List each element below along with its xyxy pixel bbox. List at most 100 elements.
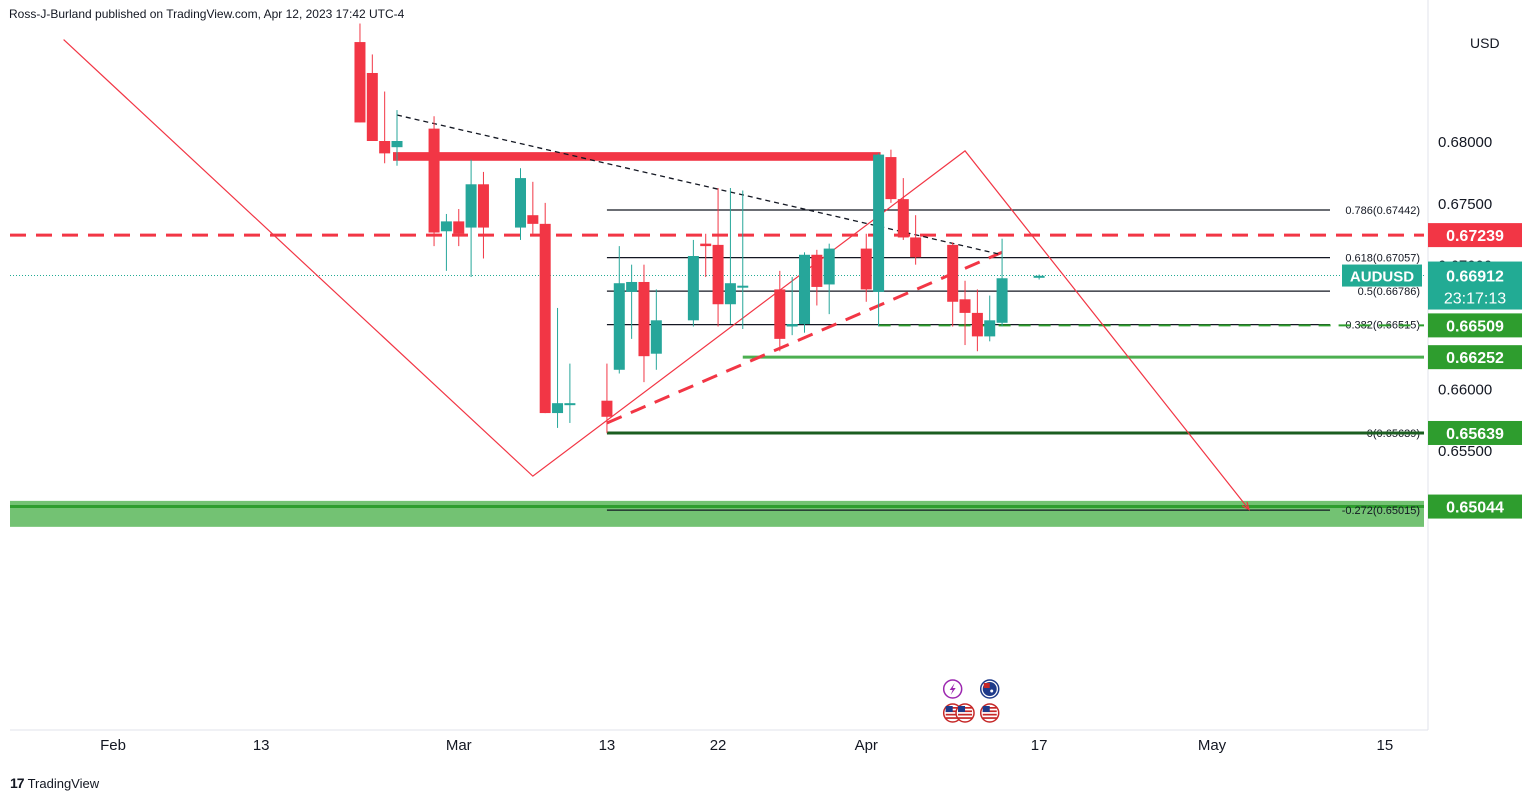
- candle-down[interactable]: [601, 363, 613, 433]
- candle-body: [613, 283, 625, 370]
- current-price-badge[interactable]: AUDUSD 0.66912 23:17:13: [1342, 261, 1522, 310]
- candle-down[interactable]: [910, 215, 922, 265]
- x-tick-label: Mar: [446, 737, 472, 754]
- drawings-layer: 0.786(0.67442) 0.618(0.67057) 0.5(0.66786)…: [10, 39, 1424, 517]
- us-flag-icon[interactable]: [979, 703, 1000, 723]
- candle-up[interactable]: [465, 159, 477, 278]
- lightning-icon[interactable]: [942, 679, 963, 699]
- candle-body: [527, 215, 539, 224]
- candle-up[interactable]: [873, 153, 885, 327]
- resistance-zone[interactable]: [393, 152, 881, 161]
- candle-down[interactable]: [811, 249, 823, 306]
- x-tick-label: Apr: [855, 737, 878, 754]
- candle-up[interactable]: [823, 243, 835, 315]
- candle-body: [601, 400, 613, 417]
- currency-label: USD: [1470, 35, 1500, 51]
- price-label-text: 0.65044: [1446, 500, 1504, 517]
- candle-body: [391, 141, 403, 148]
- australia-flag-icon[interactable]: [979, 679, 1000, 699]
- candle-down[interactable]: [712, 187, 724, 327]
- candle-up[interactable]: [984, 295, 996, 342]
- tradingview-logo[interactable]: 17 TradingView: [10, 775, 99, 791]
- candle-body: [971, 312, 983, 337]
- candle-up[interactable]: [552, 307, 564, 428]
- candle-down[interactable]: [971, 289, 983, 352]
- candle-body: [626, 281, 638, 292]
- candle-up[interactable]: [799, 252, 811, 333]
- lightning-glyph: [949, 683, 956, 695]
- candle-down[interactable]: [947, 242, 959, 327]
- candle-up[interactable]: [564, 363, 576, 423]
- events-layer: [942, 679, 1000, 723]
- candle-body: [947, 244, 959, 302]
- candle-down[interactable]: [453, 209, 465, 247]
- flag-stripe: [945, 717, 960, 719]
- zones-layer: [10, 152, 1424, 527]
- candle-down[interactable]: [477, 171, 489, 259]
- candle-up[interactable]: [786, 277, 798, 336]
- candle-body: [786, 324, 798, 327]
- candle-body: [687, 256, 699, 321]
- candle-down[interactable]: [354, 23, 366, 123]
- current-price-text: 0.66912: [1446, 269, 1504, 286]
- flag-stripe: [958, 717, 973, 719]
- price-label: 0.66252: [1428, 345, 1522, 370]
- candle-body: [724, 283, 736, 305]
- candle-body: [379, 141, 391, 154]
- candle-up[interactable]: [687, 239, 699, 327]
- symbol-tag-text: AUDUSD: [1350, 269, 1414, 286]
- candle-up[interactable]: [1033, 274, 1045, 280]
- x-tick-label: 15: [1377, 737, 1394, 754]
- candle-down[interactable]: [638, 264, 650, 383]
- price-label-box: [1428, 494, 1522, 519]
- flag-union: [983, 683, 990, 688]
- candle-down[interactable]: [539, 202, 551, 414]
- candle-up[interactable]: [626, 264, 638, 339]
- support-zone[interactable]: [10, 500, 1424, 527]
- candle-down[interactable]: [885, 149, 897, 203]
- candle-up[interactable]: [724, 187, 736, 325]
- y-tick-label: 0.65500: [1438, 443, 1492, 460]
- price-label: 0.67239: [1428, 223, 1522, 248]
- candle-down[interactable]: [527, 181, 539, 234]
- flag-canton: [982, 706, 990, 712]
- candle-up[interactable]: [391, 110, 403, 166]
- candle-down[interactable]: [428, 116, 440, 247]
- candle-up[interactable]: [996, 238, 1008, 327]
- us-flag-icon[interactable]: [955, 703, 975, 723]
- x-tick-label: Feb: [100, 737, 126, 754]
- projection-arrowhead: [1241, 501, 1251, 511]
- fib-level-label: 0.618(0.67057): [1345, 253, 1420, 265]
- candle-up[interactable]: [440, 213, 452, 271]
- candle-body: [860, 248, 872, 290]
- candle-body: [959, 299, 971, 313]
- flag-star: [990, 689, 994, 693]
- candle-body: [774, 289, 786, 339]
- candle-body: [539, 223, 551, 414]
- candle-up[interactable]: [650, 289, 662, 370]
- price-label-box: [1428, 223, 1522, 248]
- candle-body: [366, 72, 378, 141]
- flag-stripe: [945, 713, 960, 716]
- x-tick-label: 17: [1031, 737, 1048, 754]
- candle-up[interactable]: [514, 168, 526, 240]
- countdown-text: 23:17:13: [1444, 291, 1506, 308]
- flag-canton: [958, 706, 966, 712]
- candle-body: [984, 320, 996, 337]
- x-tick-label: May: [1198, 737, 1227, 754]
- projection-path[interactable]: [63, 39, 1250, 510]
- candle-up[interactable]: [613, 246, 625, 374]
- candle-down[interactable]: [860, 233, 872, 302]
- price-label: 0.65639: [1428, 420, 1522, 445]
- candle-body: [737, 285, 749, 288]
- candle-down[interactable]: [700, 233, 712, 278]
- x-tick-label: 22: [710, 737, 727, 754]
- candle-down[interactable]: [366, 54, 378, 141]
- candle-down[interactable]: [379, 91, 391, 164]
- trendline-red-dashed[interactable]: [606, 250, 1003, 425]
- candle-down[interactable]: [897, 178, 909, 240]
- candle-down[interactable]: [774, 270, 786, 352]
- candle-down[interactable]: [959, 280, 971, 346]
- candle-up[interactable]: [737, 190, 749, 329]
